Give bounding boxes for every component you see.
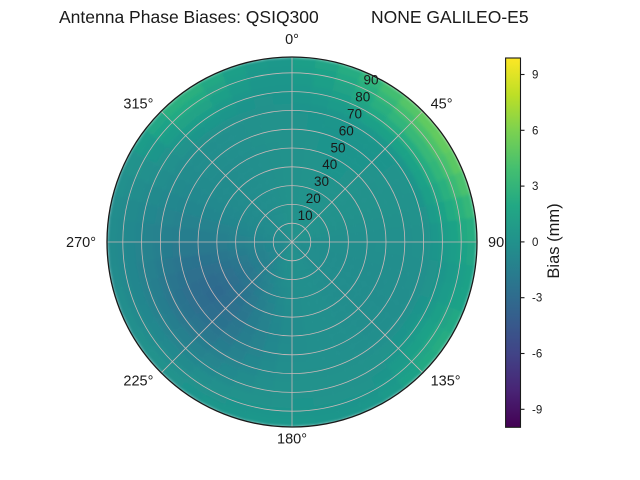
svg-text:50: 50 [330, 140, 345, 155]
svg-text:180°: 180° [277, 432, 307, 448]
svg-text:80: 80 [355, 90, 370, 105]
svg-text:0°: 0° [285, 32, 299, 48]
svg-text:70: 70 [347, 107, 362, 122]
svg-text:270°: 270° [66, 235, 96, 251]
svg-text:315°: 315° [123, 96, 153, 112]
svg-text:10: 10 [298, 208, 313, 223]
svg-text:Bias (mm): Bias (mm) [545, 203, 563, 278]
svg-text:135°: 135° [431, 374, 461, 390]
svg-text:45°: 45° [431, 96, 453, 112]
svg-text:-9: -9 [532, 404, 542, 416]
svg-text:30: 30 [314, 174, 329, 189]
svg-text:-3: -3 [532, 293, 542, 305]
svg-text:20: 20 [306, 191, 321, 206]
svg-text:9: 9 [532, 70, 538, 82]
svg-text:0: 0 [532, 237, 538, 249]
svg-text:60: 60 [339, 123, 354, 138]
svg-text:-6: -6 [532, 349, 542, 361]
svg-text:225°: 225° [123, 374, 153, 390]
svg-text:6: 6 [532, 125, 538, 137]
svg-text:3: 3 [532, 181, 538, 193]
svg-text:40: 40 [322, 157, 337, 172]
svg-text:90: 90 [363, 73, 378, 88]
